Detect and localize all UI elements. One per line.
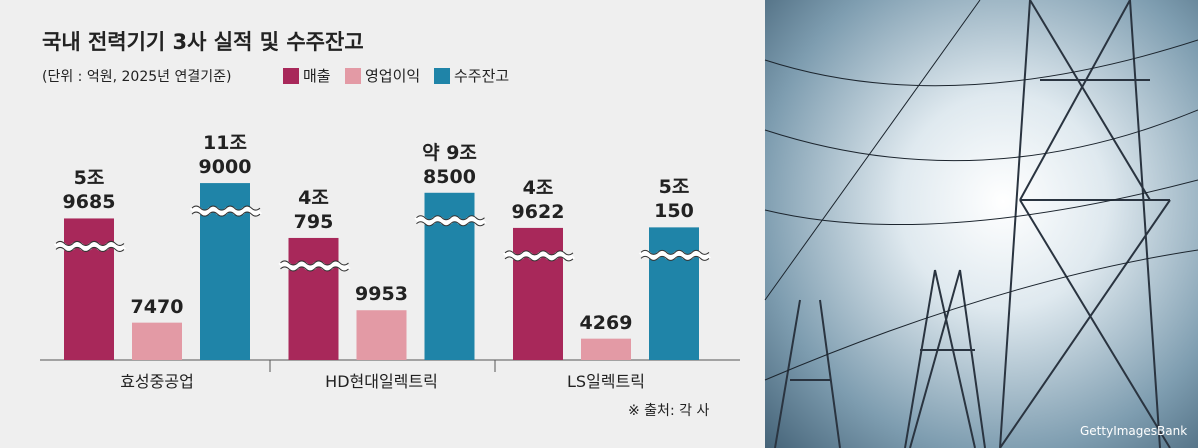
source: ※ 출처: 각 사 bbox=[628, 403, 710, 419]
data-label: 7470 bbox=[130, 295, 184, 318]
break-mark bbox=[414, 215, 487, 226]
break-mark bbox=[504, 250, 574, 256]
bar bbox=[64, 218, 114, 360]
break-mark bbox=[55, 240, 125, 246]
break-mark bbox=[191, 205, 261, 211]
bar bbox=[288, 237, 339, 360]
break-mark bbox=[640, 249, 710, 255]
break-mark bbox=[638, 250, 711, 261]
legend-label: 수주잔고 bbox=[454, 67, 510, 85]
data-label: 9953 bbox=[355, 283, 408, 306]
x-tick-label: HD현대일렉트릭 bbox=[325, 372, 438, 391]
break-mark bbox=[55, 246, 125, 252]
chart-subtitle: (단위 : 억원, 2025년 연결기준) bbox=[42, 69, 232, 85]
legend-swatch bbox=[283, 68, 299, 84]
break-mark bbox=[191, 211, 261, 217]
bar bbox=[356, 310, 407, 360]
data-label: 5조 150 bbox=[654, 176, 694, 223]
break-mark bbox=[640, 255, 710, 261]
legend-label: 매출 bbox=[303, 67, 331, 85]
data-label: 4조 9622 bbox=[511, 176, 565, 223]
bar bbox=[513, 227, 563, 360]
break-mark bbox=[280, 260, 349, 266]
x-tick-label: LS일렉트릭 bbox=[567, 372, 645, 391]
break-mark bbox=[502, 250, 575, 261]
data-label: 4조 795 bbox=[293, 186, 334, 233]
legend-label: 영업이익 bbox=[365, 67, 421, 85]
break-mark bbox=[416, 221, 485, 227]
photo-credit: GettyImagesBank bbox=[1080, 424, 1188, 438]
x-tick-label: 효성중공업 bbox=[120, 372, 194, 391]
legend-swatch bbox=[434, 68, 450, 84]
chart-title: 국내 전력기기 3사 실적 및 수주잔고 bbox=[42, 30, 364, 54]
break-mark bbox=[278, 260, 351, 271]
photo bbox=[764, 0, 1198, 448]
break-mark bbox=[504, 256, 574, 262]
break-mark bbox=[280, 266, 349, 272]
break-mark bbox=[189, 206, 262, 217]
bar bbox=[649, 227, 699, 360]
data-label: 5조 9685 bbox=[62, 167, 116, 214]
bar bbox=[581, 338, 631, 360]
data-label: 약 9조 8500 bbox=[422, 141, 477, 188]
break-mark bbox=[53, 241, 126, 252]
break-mark bbox=[416, 215, 485, 221]
bar bbox=[132, 322, 182, 360]
legend-swatch bbox=[345, 68, 361, 84]
data-label: 4269 bbox=[579, 311, 633, 334]
data-label: 11조 9000 bbox=[198, 132, 252, 179]
